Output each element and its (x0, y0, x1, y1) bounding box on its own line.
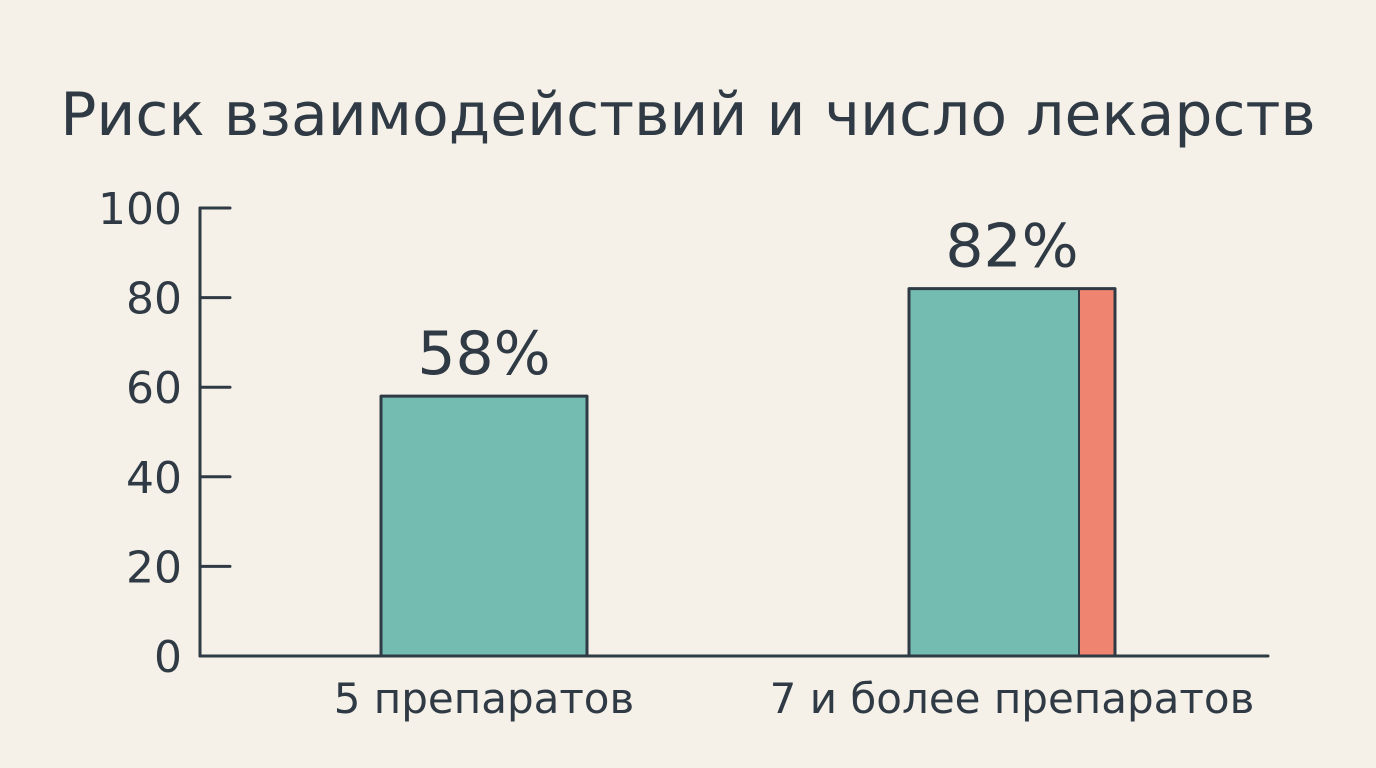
bar (909, 288, 1079, 656)
y-tick-label: 40 (126, 453, 182, 504)
bar-outline (907, 287, 1117, 658)
bar-outline (379, 394, 589, 658)
chart-title: Риск взаимодействий и число лекарств (60, 80, 1316, 150)
axes: 0 20 40 60 80 100 (98, 184, 1270, 683)
y-tick-label: 100 (98, 184, 182, 235)
labels: 58% 5 препаратов 82% 7 и более препаратов (334, 212, 1255, 723)
bar-value-label: 82% (945, 212, 1078, 282)
x-category-label: 5 препаратов (334, 674, 635, 723)
bar-accent (1079, 288, 1115, 656)
y-tick-label: 60 (126, 363, 182, 414)
x-category-label: 7 и более препаратов (770, 674, 1255, 723)
y-tick-label: 0 (154, 632, 182, 683)
y-tick-label: 20 (126, 542, 182, 593)
bars (379, 287, 1117, 658)
bar-value-label: 58% (417, 319, 550, 389)
bar (381, 396, 587, 656)
bar-group (379, 394, 589, 658)
y-tick-label: 80 (126, 274, 182, 325)
bar-group (907, 287, 1117, 658)
